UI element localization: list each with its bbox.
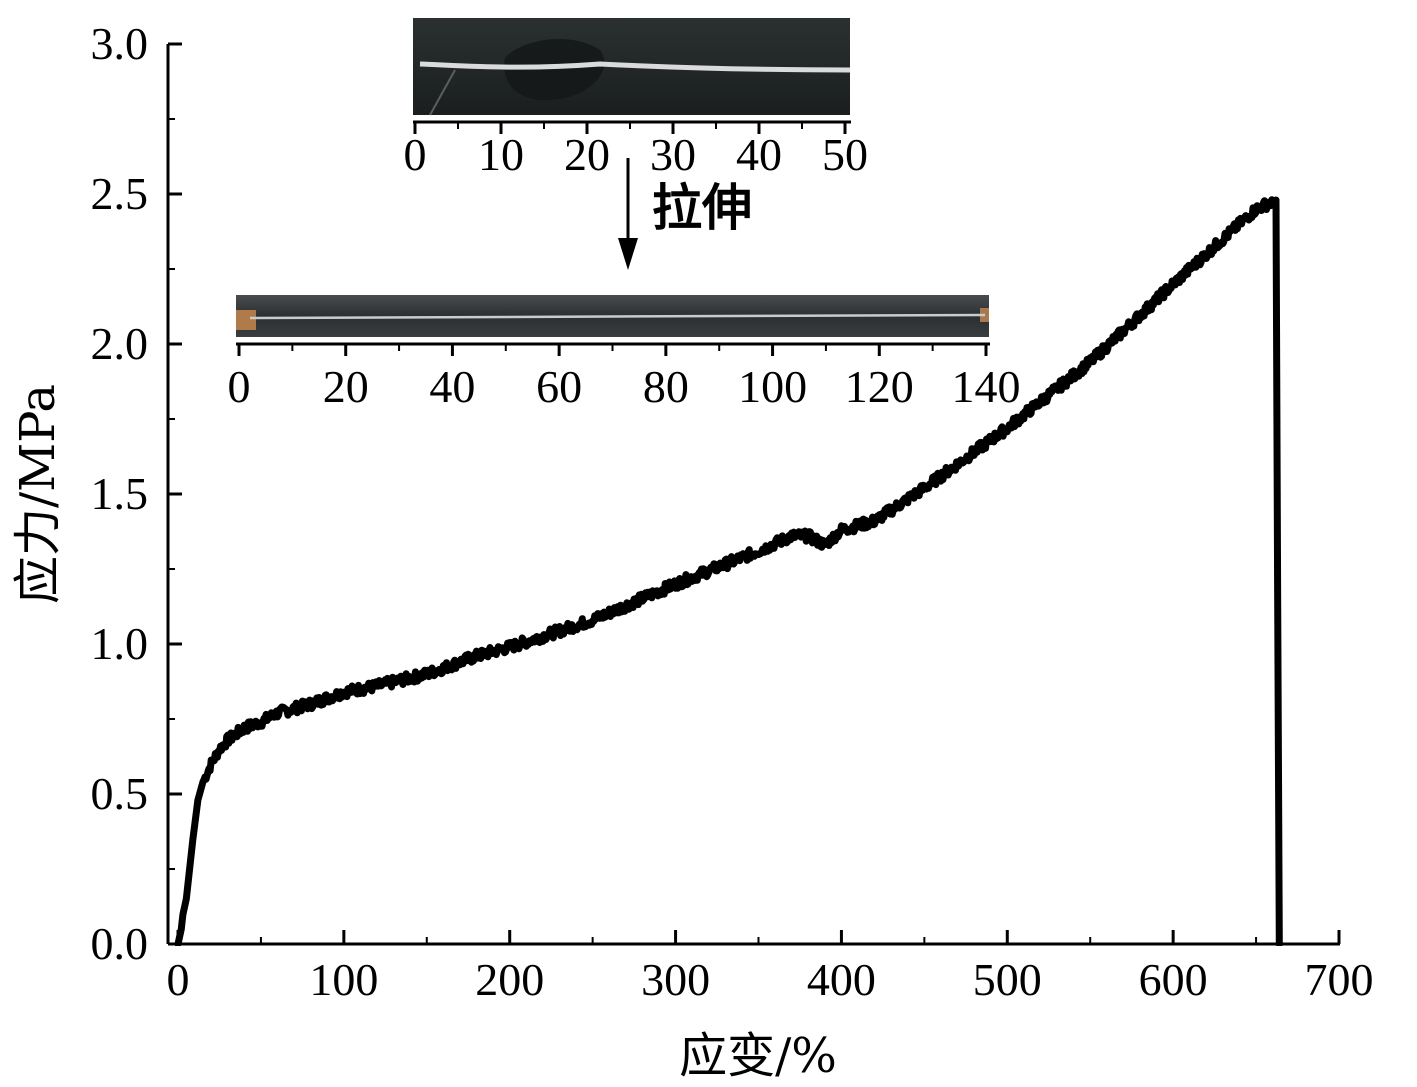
y-tick-label: 0.5 (91, 768, 149, 819)
y-tick-labels: 0.0 0.5 1.0 1.5 2.0 2.5 3.0 (91, 18, 149, 969)
x-tick-label: 500 (973, 954, 1042, 1005)
inset-tick-label: 30 (650, 129, 696, 180)
inset-after: 0 20 40 60 80 100 120 140 (228, 295, 1021, 412)
inset-photo-crack (429, 69, 456, 116)
inset-before: 0 10 20 30 40 50 (404, 18, 869, 180)
x-ticks (176, 930, 1341, 944)
inset-tick-label: 120 (845, 361, 914, 412)
x-tick-label: 400 (807, 954, 876, 1005)
inset-tick-label: 140 (952, 361, 1021, 412)
inset-tick-label: 0 (404, 129, 427, 180)
inset-tick-label: 0 (228, 361, 251, 412)
inset-tick-label: 40 (736, 129, 782, 180)
inset-tick-label: 100 (738, 361, 807, 412)
y-ticks (168, 42, 182, 946)
x-tick-label: 0 (167, 954, 190, 1005)
inset-tick-label: 20 (323, 361, 369, 412)
x-tick-labels: 0 100 200 300 400 500 600 700 (167, 954, 1374, 1005)
stretch-arrow: 拉伸 (618, 158, 752, 270)
inset-tick-label: 50 (822, 129, 868, 180)
y-tick-label: 2.5 (91, 168, 149, 219)
inset-photo-fiber-after (249, 313, 986, 320)
inset-photo-fiber-before (419, 61, 851, 73)
inset-tick-label: 40 (429, 361, 475, 412)
x-tick-label: 100 (309, 954, 378, 1005)
arrow-head-icon (618, 238, 638, 270)
inset-photo-stain (504, 38, 605, 101)
inset-tick-label: 20 (564, 129, 610, 180)
y-tick-label: 1.0 (91, 618, 149, 669)
inset-photo-clamp-left (236, 310, 256, 330)
series-line (174, 196, 1283, 946)
inset-after-ticks (237, 344, 988, 356)
inset-before-tick-labels: 0 10 20 30 40 50 (404, 129, 869, 180)
y-tick-label: 0.0 (91, 918, 149, 969)
x-tick-label: 200 (475, 954, 544, 1005)
y-tick-label: 2.0 (91, 318, 149, 369)
inset-tick-label: 80 (643, 361, 689, 412)
stretch-label: 拉伸 (652, 179, 752, 237)
inset-tick-label: 60 (536, 361, 582, 412)
inset-after-tick-labels: 0 20 40 60 80 100 120 140 (228, 361, 1021, 412)
y-tick-label: 3.0 (91, 18, 149, 69)
x-tick-label: 300 (641, 954, 710, 1005)
x-tick-label: 700 (1305, 954, 1374, 1005)
inset-before-ticks (413, 122, 847, 134)
y-axis-title: 应力/MPa (10, 384, 66, 604)
x-tick-label: 600 (1139, 954, 1208, 1005)
x-axis-title: 应变/% (679, 1028, 837, 1084)
y-tick-label: 1.5 (91, 468, 149, 519)
inset-tick-label: 10 (478, 129, 524, 180)
